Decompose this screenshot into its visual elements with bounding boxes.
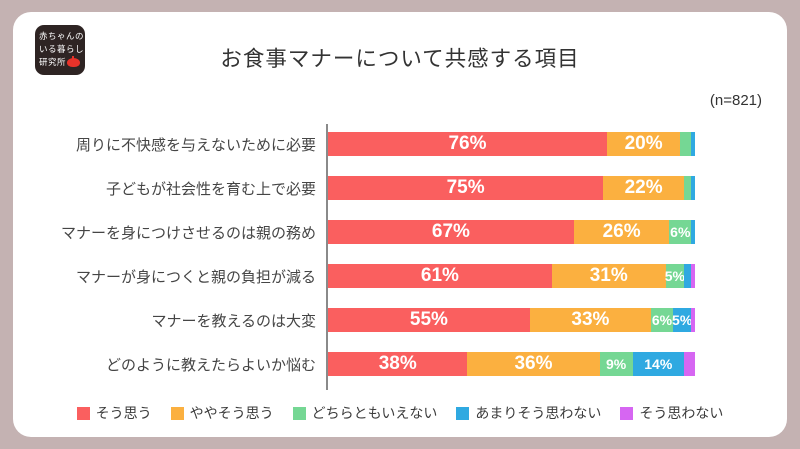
category-label: 周りに不快感を与えないために必要 bbox=[75, 136, 316, 154]
legend-label: そう思わない bbox=[639, 405, 724, 421]
bar-segment-そう思う: 38% bbox=[328, 352, 468, 376]
bar-segment-ややそう思う: 31% bbox=[551, 264, 666, 288]
bar-segment-そう思う: 61% bbox=[328, 264, 552, 288]
chart-title: お食事マナーについて共感する項目 bbox=[220, 47, 580, 71]
bar-row: どのように教えたらよいか悩む 38% 36% 9% 14% bbox=[43, 342, 695, 386]
bar-segment-あまりそう思わない bbox=[683, 264, 692, 288]
bar-row: マナーを身につけさせるのは親の務め 67% 26% 6% bbox=[43, 210, 695, 254]
bar-segment-ややそう思う: 22% bbox=[603, 176, 684, 200]
bar-segment-あまりそう思わない bbox=[691, 176, 695, 200]
bar-segment-ややそう思う: 20% bbox=[606, 132, 681, 156]
legend-item: ややそう思う bbox=[170, 403, 274, 423]
bar-segment-どちらともいえない bbox=[680, 132, 692, 156]
bar-segment-そう思う: 55% bbox=[328, 308, 530, 332]
category-label: マナーを身につけさせるのは親の務め bbox=[60, 224, 316, 242]
bar-segment-あまりそう思わない bbox=[691, 220, 695, 244]
bar-segment-どちらともいえない bbox=[683, 176, 692, 200]
bar-segment-そう思う: 75% bbox=[328, 176, 604, 200]
bar-row: 周りに不快感を与えないために必要 76% 20% bbox=[43, 122, 695, 166]
stacked-bar: 76% 20% bbox=[328, 132, 695, 156]
bar-segment-そう思う: 76% bbox=[328, 132, 607, 156]
legend: そう思う ややそう思う どちらともいえない あまりそう思わない そう思わない bbox=[13, 403, 787, 423]
stacked-bar: 61% 31% 5% bbox=[328, 264, 695, 288]
logo-text-line2: いる暮らし bbox=[39, 44, 85, 54]
y-axis-line bbox=[326, 124, 328, 390]
stacked-bar: 67% 26% 6% bbox=[328, 220, 695, 244]
bar-segment-そう思わない bbox=[691, 264, 695, 288]
stacked-bar-chart: 周りに不快感を与えないために必要 76% 20% 子どもが社会性を育む上で必要 75% 2… bbox=[43, 122, 695, 390]
bar-segment-そう思わない bbox=[683, 352, 695, 376]
legend-swatch-icon bbox=[170, 406, 184, 420]
bar-segment-そう思う: 67% bbox=[328, 220, 574, 244]
stacked-bar: 55% 33% 6% 5% bbox=[328, 308, 695, 332]
chart-card: 赤ちゃんの いる暮らし 研究所 お食事マナーについて共感する項目 (n=821)… bbox=[13, 12, 787, 437]
legend-item: そう思わない bbox=[620, 403, 723, 423]
legend-label: ややそう思う bbox=[189, 405, 274, 421]
legend-label: そう思う bbox=[95, 405, 152, 421]
logo-text-line3: 研究所 bbox=[39, 57, 67, 67]
legend-swatch-icon bbox=[456, 406, 470, 420]
bar-row: マナーが身につくと親の負担が減る 61% 31% 5% bbox=[43, 254, 695, 298]
sample-size-label: (n=821) bbox=[709, 92, 762, 109]
category-label: マナーが身につくと親の負担が減る bbox=[75, 268, 316, 286]
bar-segment-どちらともいえない: 9% bbox=[599, 352, 633, 376]
bar-segment-どちらともいえない: 5% bbox=[665, 264, 685, 288]
logo-text-line1: 赤ちゃんの bbox=[39, 31, 85, 41]
bar-row: マナーを教えるのは大変 55% 33% 6% 5% bbox=[43, 298, 695, 342]
bar-segment-あまりそう思わない bbox=[691, 132, 695, 156]
legend-label: あまりそう思わない bbox=[475, 405, 602, 421]
bar-row: 子どもが社会性を育む上で必要 75% 22% bbox=[43, 166, 695, 210]
bar-segment-そう思わない bbox=[691, 308, 695, 332]
brand-logo: 赤ちゃんの いる暮らし 研究所 bbox=[35, 25, 85, 75]
legend-swatch-icon bbox=[76, 406, 90, 420]
bar-segment-あまりそう思わない: 5% bbox=[672, 308, 692, 332]
category-label: どのように教えたらよいか悩む bbox=[105, 356, 316, 374]
legend-label: どちらともいえない bbox=[311, 405, 438, 421]
stacked-bar: 75% 22% bbox=[328, 176, 695, 200]
category-label: マナーを教えるのは大変 bbox=[151, 312, 316, 330]
bar-segment-どちらともいえない: 6% bbox=[669, 220, 692, 244]
bar-segment-どちらともいえない: 6% bbox=[650, 308, 673, 332]
bar-segment-ややそう思う: 36% bbox=[467, 352, 600, 376]
legend-swatch-icon bbox=[620, 406, 634, 420]
legend-item: どちらともいえない bbox=[292, 403, 438, 423]
legend-swatch-icon bbox=[292, 406, 306, 420]
legend-item: そう思う bbox=[76, 403, 152, 423]
bar-segment-ややそう思う: 33% bbox=[529, 308, 651, 332]
bar-rows-container: 周りに不快感を与えないために必要 76% 20% 子どもが社会性を育む上で必要 75% 2… bbox=[43, 122, 695, 386]
category-label: 子どもが社会性を育む上で必要 bbox=[105, 180, 316, 198]
bar-segment-ややそう思う: 26% bbox=[573, 220, 670, 244]
bar-segment-あまりそう思わない: 14% bbox=[632, 352, 684, 376]
legend-item: あまりそう思わない bbox=[456, 403, 601, 423]
stacked-bar: 38% 36% 9% 14% bbox=[328, 352, 695, 376]
apple-icon bbox=[67, 56, 81, 67]
